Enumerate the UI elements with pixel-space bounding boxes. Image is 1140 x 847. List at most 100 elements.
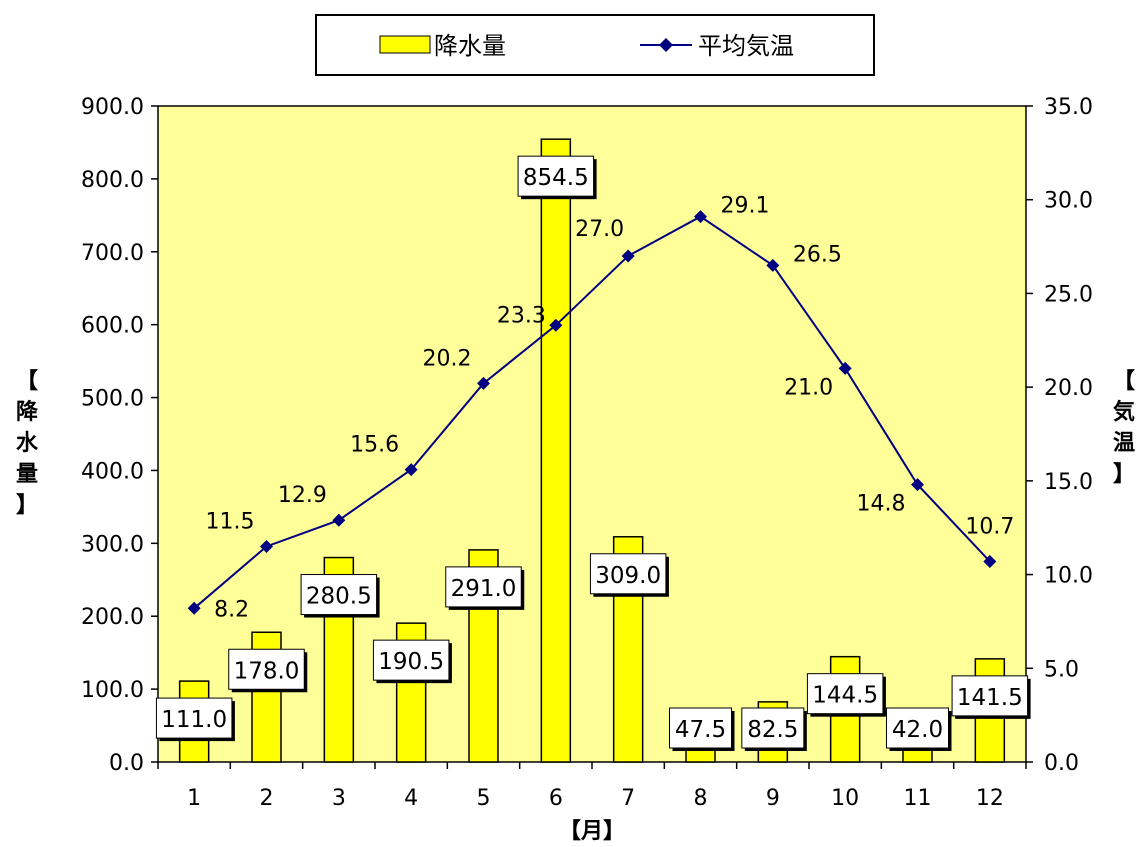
bar-label-box — [589, 553, 667, 595]
y-right-tick-label: 15.0 — [1044, 470, 1093, 495]
y-left-tick-label: 500.0 — [81, 387, 144, 412]
y-left-tick-label: 600.0 — [81, 314, 144, 339]
temperature-line-layer — [187, 210, 997, 615]
x-axis-title: 【月】 — [559, 819, 625, 844]
bar-data-label: 190.5 — [378, 649, 444, 675]
bar-label-box — [155, 697, 233, 739]
temperature-marker-month-11 — [911, 478, 924, 492]
bar-label-group-5: 291.0 — [445, 566, 525, 610]
y-right-title-char: 【 — [1113, 369, 1135, 394]
bar-label-group-1: 111.0 — [155, 697, 235, 742]
temperature-marker-month-2 — [260, 539, 273, 553]
bar-label-box — [372, 639, 450, 681]
y-left-title-char: 】 — [16, 493, 38, 518]
precipitation-data-labels: 111.0 178.0 280.5 190.5 291.0 854.5 309.0 47.5 8… — [155, 155, 1031, 751]
y-left-title-char: 量 — [16, 462, 38, 487]
y-right-tick-label: 5.0 — [1044, 657, 1079, 682]
y-right-tick-label: 0.0 — [1044, 751, 1079, 776]
bar-data-label: 144.5 — [812, 683, 878, 709]
x-tick-label: 9 — [766, 786, 780, 811]
bar-data-label: 291.0 — [451, 576, 517, 602]
bar-label-box — [669, 707, 732, 749]
legend-temperature-label: 平均気温 — [698, 32, 794, 60]
x-tick-label: 3 — [332, 786, 346, 811]
y-left-title-char: 降 — [16, 400, 39, 425]
x-tick-label: 5 — [477, 786, 491, 811]
axes: 0.0100.0200.0300.0400.0500.0600.0700.080… — [81, 95, 1093, 811]
x-tick-label: 12 — [976, 786, 1004, 811]
bar-label-box — [228, 648, 305, 690]
y-left-tick-label: 900.0 — [81, 95, 144, 120]
temperature-data-label: 11.5 — [206, 509, 255, 534]
temperature-data-label: 20.2 — [423, 346, 472, 371]
bar-label-group-3: 280.5 — [300, 574, 380, 618]
y-right-tick-label: 25.0 — [1044, 282, 1093, 307]
y-right-title-char: 気 — [1113, 399, 1135, 425]
y-left-tick-label: 700.0 — [81, 241, 144, 266]
bar-label-box — [741, 707, 805, 749]
temperature-data-label: 15.6 — [350, 433, 399, 458]
temperature-marker-month-6 — [549, 318, 563, 332]
y-right-tick-label: 20.0 — [1044, 376, 1093, 401]
x-tick-label: 8 — [694, 786, 708, 811]
bar-label-box — [517, 155, 595, 197]
y-left-title-char: 水 — [16, 431, 39, 456]
bar-label-box — [445, 566, 522, 608]
y-left-tick-label: 300.0 — [81, 532, 144, 557]
bar-label-group-4: 190.5 — [372, 639, 452, 684]
temperature-marker-month-1 — [187, 601, 201, 615]
y-right-tick-label: 10.0 — [1044, 564, 1093, 589]
temperature-data-label: 26.5 — [793, 242, 842, 267]
bar-data-label: 111.0 — [161, 707, 227, 733]
y-left-tick-label: 100.0 — [81, 678, 144, 703]
temperature-marker-month-8 — [694, 210, 707, 224]
bar-data-label: 82.5 — [747, 717, 798, 743]
x-tick-label: 1 — [187, 786, 201, 811]
temperature-marker-month-12 — [983, 554, 997, 568]
temperature-data-label: 21.0 — [784, 375, 833, 400]
temperature-marker-month-5 — [477, 376, 490, 390]
temperature-data-label: 27.0 — [575, 217, 624, 242]
temperature-marker-month-4 — [404, 463, 418, 477]
y-right-tick-label: 30.0 — [1044, 189, 1093, 214]
bar-label-box — [300, 574, 378, 616]
bar-label-group-9: 82.5 — [741, 707, 807, 751]
y-right-tick-label: 35.0 — [1044, 95, 1093, 120]
bar-label-group-7: 309.0 — [589, 553, 669, 597]
x-tick-label: 2 — [260, 786, 274, 811]
x-tick-label: 11 — [904, 786, 932, 811]
temperature-data-label: 29.1 — [721, 194, 770, 219]
bar-data-label: 178.0 — [234, 658, 300, 684]
x-tick-label: 10 — [831, 786, 859, 811]
x-tick-label: 4 — [404, 786, 418, 811]
x-tick-label: 6 — [549, 786, 563, 811]
temperature-data-label: 23.3 — [497, 303, 546, 328]
temperature-marker-month-7 — [621, 249, 635, 263]
temperature-data-labels: 8.2 11.5 12.9 15.6 20.2 23.3 27.0 29.1 26.5 21.0 1… — [206, 194, 1015, 623]
bar-data-label: 280.5 — [306, 584, 372, 610]
bar-label-group-2: 178.0 — [228, 648, 308, 693]
temperature-marker-month-10 — [838, 361, 852, 375]
temperature-data-label: 8.2 — [214, 597, 249, 622]
bar-data-label: 42.0 — [892, 717, 943, 743]
x-tick-label: 7 — [621, 786, 635, 811]
bar-label-box — [951, 675, 1029, 717]
legend-precipitation-swatch — [379, 35, 431, 54]
legend: 降水量 平均気温 — [315, 14, 875, 76]
temperature-marker-month-9 — [766, 258, 780, 272]
y-right-title-char: 】 — [1113, 462, 1135, 487]
y-axis-right-title: 【気温】 — [1113, 369, 1135, 487]
bar-month-6 — [540, 138, 572, 763]
legend-precipitation-label: 降水量 — [434, 32, 506, 60]
bar-label-box — [806, 673, 884, 715]
legend-temperature-marker — [659, 38, 673, 52]
temperature-data-label: 14.8 — [857, 492, 906, 517]
y-right-title-char: 温 — [1113, 431, 1135, 456]
y-left-tick-label: 800.0 — [81, 168, 144, 193]
temperature-marker-month-3 — [332, 513, 346, 527]
y-left-tick-label: 400.0 — [81, 459, 144, 484]
bar-label-group-8: 47.5 — [669, 707, 735, 751]
y-left-tick-label: 0.0 — [109, 751, 144, 776]
y-axis-left-title: 【降水量】 — [16, 369, 39, 518]
